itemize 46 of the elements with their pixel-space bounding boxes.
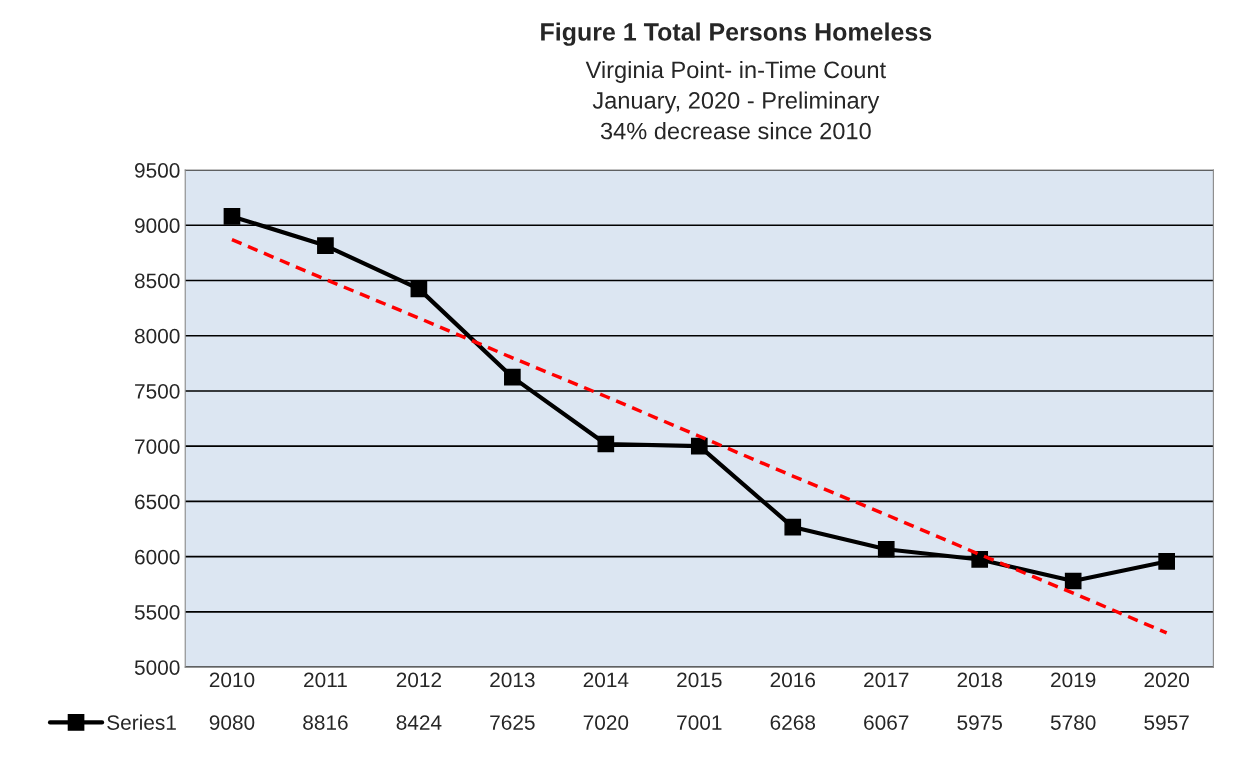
y-tick-label: 9000: [134, 218, 180, 234]
y-tick-label: 8000: [134, 328, 180, 344]
point: [410, 280, 428, 298]
x-tick-label: 2011: [304, 672, 347, 688]
line-series: [230, 237, 1169, 635]
data-label: 6268: [770, 715, 816, 730]
data-label: 9080: [209, 715, 255, 730]
y-tick-label: 7500: [135, 383, 180, 399]
point: [1064, 572, 1082, 590]
data-label: 5975: [957, 715, 1003, 730]
y-tick-label: 6500: [135, 494, 180, 510]
x-tick-label: 2010: [209, 672, 255, 688]
point: [1158, 553, 1175, 570]
chart-title: Figure 1 Total Persons Homeless: [541, 22, 932, 46]
data-label: 7020: [583, 715, 629, 730]
data-label: 5957: [1144, 715, 1189, 730]
data-label: 7625: [490, 715, 535, 730]
point: [877, 540, 895, 558]
x-tick-label: 2015: [677, 672, 722, 688]
y-tick-label: 6000: [135, 549, 180, 565]
point: [784, 518, 802, 536]
point: [317, 237, 334, 254]
point: [223, 208, 241, 225]
x-tick-label: 2013: [490, 672, 535, 688]
x-tick-label: 2016: [770, 672, 816, 688]
x-tick-label: 2018: [957, 672, 1002, 688]
y-tick-label: 5500: [134, 604, 180, 620]
x-tick-label: 2012: [396, 672, 442, 688]
x-tick-label: 2017: [864, 672, 909, 688]
x-tick-label: 2020: [1144, 672, 1190, 688]
x-tick-label: 2014: [583, 672, 629, 688]
point: [690, 437, 708, 455]
y-tick-label: 9500: [134, 163, 180, 178]
data-label: 5780: [1050, 715, 1096, 730]
data-label: 8816: [303, 715, 348, 730]
data-label: 7001: [677, 715, 722, 730]
data-label: 8424: [396, 715, 442, 730]
data-label: 6067: [864, 715, 909, 730]
y-tick-label: 7000: [135, 439, 180, 454]
point: [504, 368, 521, 386]
point: [597, 435, 615, 453]
y-tick-label: 8500: [134, 273, 180, 289]
legend-label: Series1: [107, 714, 176, 730]
chart-subtitle: Virginia Point- in-Time Count January, 2020 - Preliminary 34% decrease since 2010: [585, 60, 886, 140]
x-tick-label: 2019: [1051, 672, 1096, 688]
y-tick-label: 5000: [134, 660, 180, 675]
